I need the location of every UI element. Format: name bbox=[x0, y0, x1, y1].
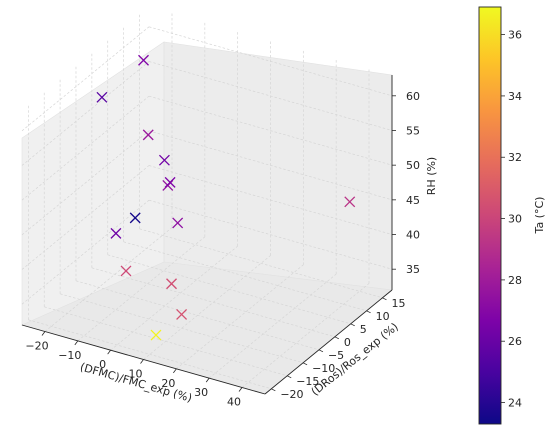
z-gridline-left bbox=[21, 165, 150, 270]
y-gridline-floor bbox=[75, 280, 320, 351]
z-tick-label: 60 bbox=[406, 90, 420, 103]
x-tick-mark bbox=[74, 340, 79, 346]
y-gridline-floor bbox=[107, 254, 351, 325]
data-point-marker bbox=[150, 329, 162, 341]
x-tick-label: 30 bbox=[194, 386, 208, 399]
x-gridline-floor bbox=[143, 255, 271, 360]
colorbar-tick-label: 28 bbox=[508, 274, 522, 287]
y-tick-label: −5 bbox=[328, 349, 344, 362]
x-tick-label: 20 bbox=[161, 377, 175, 390]
y-gridline-floor bbox=[123, 241, 367, 312]
z-tick-label: 50 bbox=[406, 159, 420, 172]
x-tick-label: −10 bbox=[58, 349, 81, 362]
x-tick-mark bbox=[41, 331, 46, 336]
z-gridline-right bbox=[148, 130, 393, 201]
y-tick-mark bbox=[350, 323, 355, 327]
x-gridline-floor bbox=[176, 264, 304, 370]
grid-lines bbox=[21, 12, 393, 390]
z-gridline-left bbox=[21, 95, 150, 201]
y-tick-label: −10 bbox=[312, 362, 335, 375]
z-gridline-right bbox=[148, 165, 393, 235]
y-gridline-floor bbox=[28, 319, 272, 390]
z-tick-label: 35 bbox=[406, 263, 420, 276]
x-gridline-floor bbox=[241, 283, 370, 388]
data-point-marker bbox=[344, 196, 356, 208]
z-gridline-left bbox=[21, 199, 150, 305]
y-gridline-floor bbox=[44, 306, 288, 377]
back-right-pane bbox=[163, 41, 393, 291]
z-gridline-left bbox=[21, 26, 150, 132]
y-axis-line bbox=[264, 289, 393, 395]
z-gridline-right bbox=[148, 95, 393, 166]
colorbar-tick-label: 32 bbox=[508, 151, 522, 164]
y-gridline-floor bbox=[139, 228, 383, 299]
x-gridline-floor bbox=[208, 273, 337, 379]
x-tick-mark bbox=[205, 377, 210, 383]
colorbar-tick-label: 36 bbox=[508, 29, 522, 42]
data-point-marker bbox=[166, 278, 177, 290]
data-point-marker bbox=[96, 91, 108, 103]
z-axis-label: RH (%) bbox=[425, 157, 438, 195]
colorbar-tick-label: 26 bbox=[508, 335, 522, 348]
data-points bbox=[96, 54, 356, 341]
colorbar-ticks: 24 26 28 30 32 34 36 bbox=[501, 29, 522, 410]
axis-ticks: −20−10010203040−20−15−10−505101535404550… bbox=[25, 90, 420, 409]
z-gridline-left bbox=[21, 130, 150, 236]
y-gridline-floor bbox=[91, 267, 335, 338]
y-tick-mark bbox=[287, 375, 292, 379]
x-gridline-floor bbox=[77, 236, 206, 342]
colorbar-tick-label: 30 bbox=[508, 213, 522, 226]
z-gridline-left bbox=[21, 61, 150, 166]
z-tick-label: 40 bbox=[406, 229, 420, 242]
data-point-marker bbox=[176, 308, 188, 320]
colorbar-label: Ta (°C) bbox=[533, 197, 546, 235]
x-gridline-floor bbox=[44, 227, 173, 332]
y-gridline-floor bbox=[60, 293, 304, 364]
x-tick-label: 10 bbox=[129, 368, 143, 381]
x-tick-mark bbox=[238, 387, 243, 392]
z-tick-label: 55 bbox=[406, 124, 420, 137]
y-tick-label: −20 bbox=[280, 388, 303, 401]
y-tick-label: 0 bbox=[344, 336, 351, 349]
colorbar-tick-label: 34 bbox=[508, 90, 522, 103]
y-tick-label: 5 bbox=[360, 323, 367, 336]
x-tick-mark bbox=[107, 349, 111, 355]
y-tick-mark bbox=[382, 297, 387, 301]
x-gridline-floor bbox=[110, 245, 238, 351]
data-point-marker bbox=[110, 227, 122, 239]
data-point-marker bbox=[138, 54, 149, 66]
y-tick-label: 10 bbox=[376, 310, 390, 323]
z-gridline-right bbox=[148, 61, 393, 131]
x-tick-label: −20 bbox=[25, 340, 48, 353]
y-tick-mark bbox=[318, 349, 324, 353]
x-tick-label: 40 bbox=[227, 395, 241, 408]
y-tick-mark bbox=[271, 388, 276, 392]
y-tick-mark bbox=[366, 310, 371, 314]
x-tick-label: 0 bbox=[99, 358, 106, 371]
data-point-marker bbox=[172, 217, 184, 229]
data-point-marker bbox=[158, 154, 170, 166]
x-tick-mark bbox=[140, 359, 144, 364]
data-point-marker bbox=[120, 265, 132, 277]
y-tick-mark bbox=[334, 336, 340, 340]
y-tick-mark bbox=[302, 362, 308, 366]
colorbar bbox=[478, 6, 502, 425]
z-gridline-right bbox=[148, 26, 393, 97]
data-point-marker bbox=[164, 176, 176, 188]
data-point-marker bbox=[142, 129, 154, 141]
z-gridline-right bbox=[148, 199, 393, 270]
data-point-marker bbox=[129, 212, 141, 224]
x-tick-mark bbox=[173, 368, 177, 374]
y-tick-label: 15 bbox=[391, 297, 405, 310]
z-tick-label: 45 bbox=[406, 194, 420, 207]
colorbar-tick-label: 24 bbox=[508, 397, 522, 410]
y-tick-label: −15 bbox=[296, 375, 319, 388]
